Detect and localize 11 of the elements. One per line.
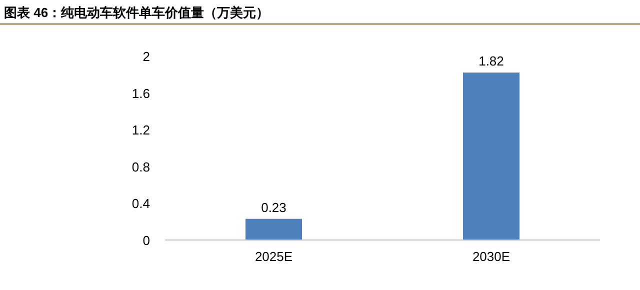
y-tick-label: 2 [142,49,150,64]
y-tick-label: 1.2 [132,122,150,138]
data-label: 0.23 [261,200,286,215]
y-tick-label: 0.8 [132,159,150,174]
y-tick-label: 1.6 [132,86,150,101]
data-label: 1.82 [478,54,504,69]
y-tick-label: 0 [142,233,150,248]
x-tick-label: 2030E [472,249,510,264]
chart-title: 图表 46：纯电动车软件单车价值量（万美元） [4,5,270,20]
y-tick-label: 0.4 [132,196,150,212]
x-tick-label: 2025E [254,249,293,264]
